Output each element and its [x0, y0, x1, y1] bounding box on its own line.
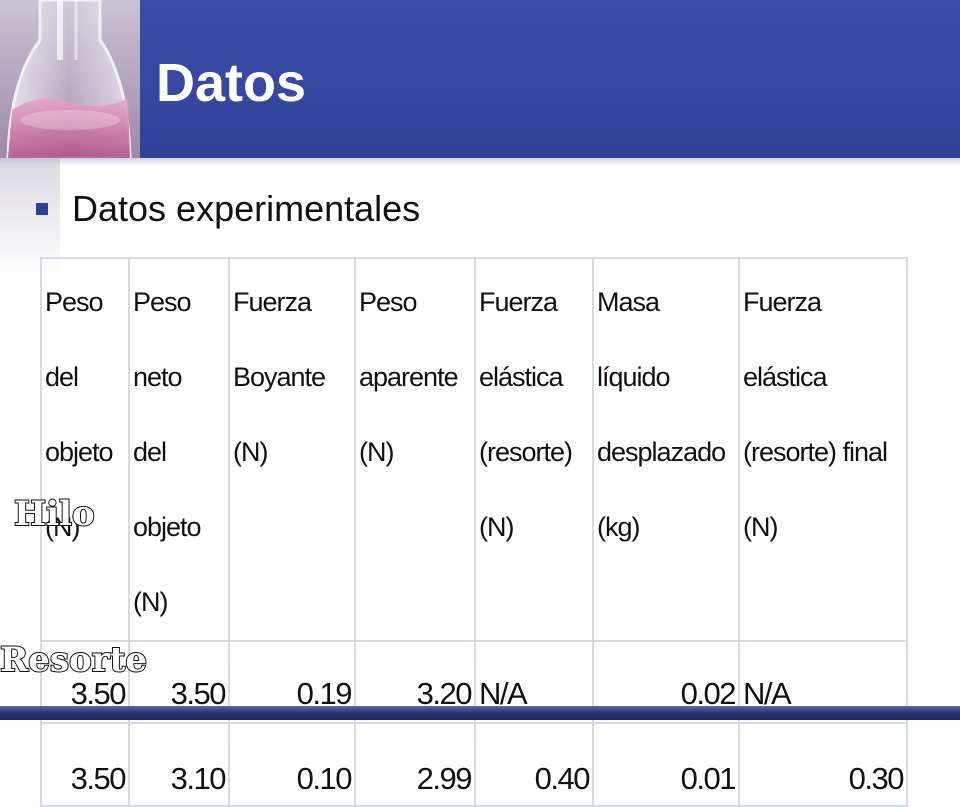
- page-title: Datos: [156, 53, 307, 113]
- table-cell: 0.40: [474, 722, 594, 807]
- table-cell: 0.10: [228, 722, 356, 807]
- flask-image: [0, 0, 140, 158]
- table-cell: 2.99: [354, 722, 476, 807]
- table-header-row: Peso del objeto (N) Peso neto del objeto (N)…: [40, 257, 908, 642]
- header-cell: Fuerza elástica (resorte) final (N): [738, 257, 908, 642]
- bullet-text: Datos experimentales: [72, 188, 421, 229]
- header-cell: Peso del objeto (N): [40, 257, 130, 642]
- title-bar-shadow: [0, 158, 960, 166]
- row-label-resorte: Resorte: [0, 639, 148, 681]
- header-cell: Fuerza Boyante (N): [228, 257, 356, 642]
- header-cell: Peso neto del objeto (N): [128, 257, 230, 642]
- row-label-hilo: Hilo: [13, 493, 96, 535]
- table-cell: 0.01: [592, 722, 740, 807]
- table-cell: 0.30: [738, 722, 908, 807]
- table-row: 3.50 3.10 0.10 2.99 0.40 0.01 0.30: [40, 722, 908, 807]
- bullet-item: Datos experimentales: [36, 188, 420, 230]
- header-cell: Masa líquido desplazado (kg): [592, 257, 740, 642]
- table-cell: 3.10: [128, 722, 230, 807]
- bullet-square-icon: [36, 203, 48, 215]
- table-cell: 3.50: [40, 722, 130, 807]
- header-cell: Fuerza elástica (resorte) (N): [474, 257, 594, 642]
- title-bar: [0, 0, 960, 158]
- footer-bar: [0, 706, 960, 720]
- header-cell: Peso aparente (N): [354, 257, 476, 642]
- data-table: Peso del objeto (N) Peso neto del objeto (N)…: [40, 257, 908, 807]
